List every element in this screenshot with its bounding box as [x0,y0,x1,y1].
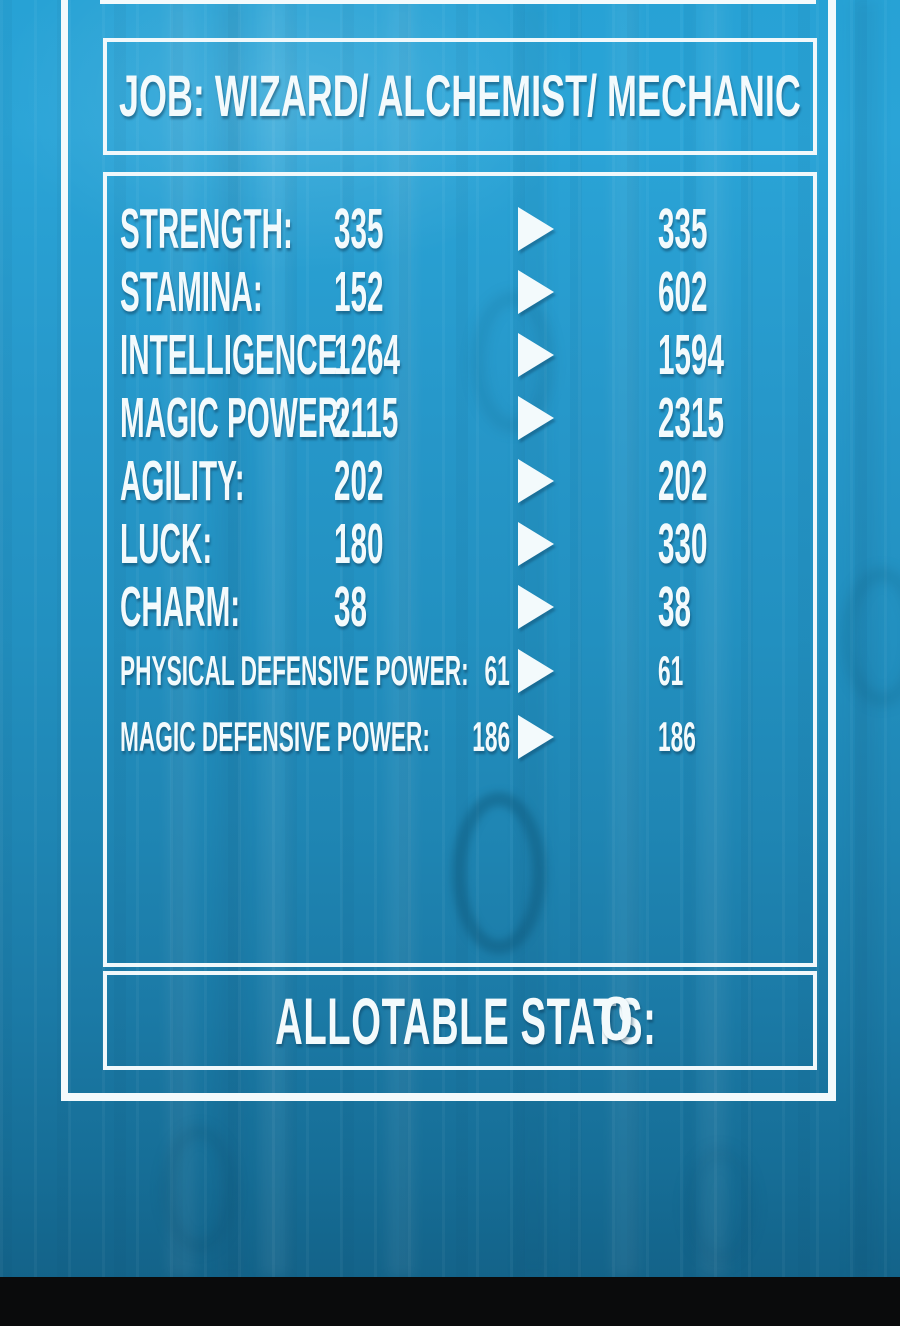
arrow-right-icon [518,521,554,566]
stat-row: MAGIC DEFENSIVE POWER: 186 186 [120,704,813,770]
ghost-zero-watermark [842,568,900,706]
stat-new-value: 38 [658,574,721,640]
allotable-stats-label: ALLOTABLE STATS: [275,983,657,1058]
stat-label: AGILITY: [120,448,332,514]
stat-arrow-cell [518,584,558,629]
stat-new-value: 61 [658,647,705,695]
stat-row: PHYSICAL DEFENSIVE POWER: 61 61 [120,638,813,704]
status-window-frame [61,0,836,1101]
stat-row: STRENGTH: 335 335 [120,196,813,262]
stat-new-value: 186 [658,713,728,761]
job-box: JOB: WIZARD/ ALCHEMIST/ MECHANIC [103,38,817,155]
stat-row: CHARM: 38 38 [120,574,813,640]
stat-label: CHARM: [120,574,332,640]
stat-new-value: 330 [658,511,753,577]
stat-arrow-cell [518,395,558,440]
arrow-right-icon [518,584,554,629]
stat-label: STRENGTH: [120,196,332,262]
stat-current-value: 180 [332,511,518,577]
stat-arrow-cell [518,206,558,251]
arrow-right-icon [518,332,554,377]
stat-label-text: PHYSICAL DEFENSIVE POWER: [120,647,469,694]
stat-current-value-text: 335 [334,196,384,261]
arrow-right-icon [518,395,554,440]
arrow-right-icon [518,458,554,503]
stat-label: MAGIC POWER: [120,385,349,451]
bg-streak [852,0,878,1277]
stat-new-value-text: 202 [658,448,708,513]
arrow-right-icon [518,269,554,314]
letterbox-strip [0,1277,900,1326]
stat-new-value: 2315 [658,385,785,451]
stat-label-text: MAGIC POWER: [120,385,349,450]
allotable-stats-box: ALLOTABLE STATS: 0 [103,971,817,1070]
stat-current-value-text: 1264 [334,322,400,387]
allotable-stats-value: 0 [599,984,634,1054]
stat-new-value: 602 [658,259,753,325]
stat-label: INTELLIGENCE: [120,322,347,388]
top-cutoff-border [100,0,816,4]
stat-arrow-cell [518,715,558,759]
stat-current-value: 186 [435,713,518,761]
ghost-zero-watermark [686,1148,754,1264]
stat-current-value: 335 [332,196,518,262]
stat-arrow-cell [518,649,558,693]
stat-current-value-text: 202 [334,448,384,513]
stat-new-value-text: 335 [658,196,708,261]
stat-label-text: AGILITY: [120,448,245,513]
stat-new-value-text: 330 [658,511,708,576]
stat-current-value: 152 [332,259,518,325]
stat-new-value-text: 1594 [658,322,724,387]
stat-label: MAGIC DEFENSIVE POWER: [120,713,435,761]
stat-row: INTELLIGENCE: 1264 1594 [120,322,813,388]
stat-label-text: INTELLIGENCE: [120,322,348,387]
stats-box: STRENGTH: 335 335 STAMINA: 152 602 INTELLIGENC… [103,172,817,967]
stat-current-value-text: 38 [334,574,367,639]
stat-current-value-text: 2115 [334,385,399,450]
stat-label-text: CHARM: [120,574,241,639]
stat-row: AGILITY: 202 202 [120,448,813,514]
stat-label-text: STRENGTH: [120,196,293,261]
stat-new-value: 335 [658,196,753,262]
arrow-right-icon [518,649,554,693]
stat-row: STAMINA: 152 602 [120,259,813,325]
stat-label: STAMINA: [120,259,332,325]
stat-current-value-text: 152 [334,259,384,324]
stat-current-value: 38 [332,574,518,640]
stat-label-text: MAGIC DEFENSIVE POWER: [120,713,430,760]
arrow-right-icon [518,715,554,759]
stat-new-value-text: 186 [658,713,696,760]
stat-new-value-text: 38 [658,574,691,639]
stat-current-value-text: 180 [334,511,384,576]
stat-new-value: 202 [658,448,753,514]
stat-label: LUCK: [120,511,332,577]
stats-list: STRENGTH: 335 335 STAMINA: 152 602 INTELLIGENC… [107,176,813,770]
stat-current-value: 2115 [332,385,518,451]
stat-arrow-cell [518,332,558,377]
stat-arrow-cell [518,458,558,503]
ghost-zero-watermark [162,1126,236,1252]
stat-current-value-text: 186 [472,713,510,760]
stat-current-value: 61 [435,647,518,695]
stat-current-value-text: 61 [484,647,510,694]
stat-arrow-cell [518,521,558,566]
stat-new-value: 1594 [658,322,785,388]
stat-label-text: LUCK: [120,511,213,576]
stat-label-text: STAMINA: [120,259,263,324]
stat-new-value-text: 61 [658,647,684,694]
stat-new-value-text: 2315 [658,385,724,450]
stat-current-value: 202 [332,448,518,514]
stat-label: PHYSICAL DEFENSIVE POWER: [120,647,469,695]
stat-row: MAGIC POWER: 2115 2315 [120,385,813,451]
stat-row: LUCK: 180 330 [120,511,813,577]
stat-new-value-text: 602 [658,259,708,324]
stat-arrow-cell [518,269,558,314]
arrow-right-icon [518,206,554,251]
stat-current-value: 1264 [332,322,518,388]
job-title: JOB: WIZARD/ ALCHEMIST/ MECHANIC [119,64,801,129]
